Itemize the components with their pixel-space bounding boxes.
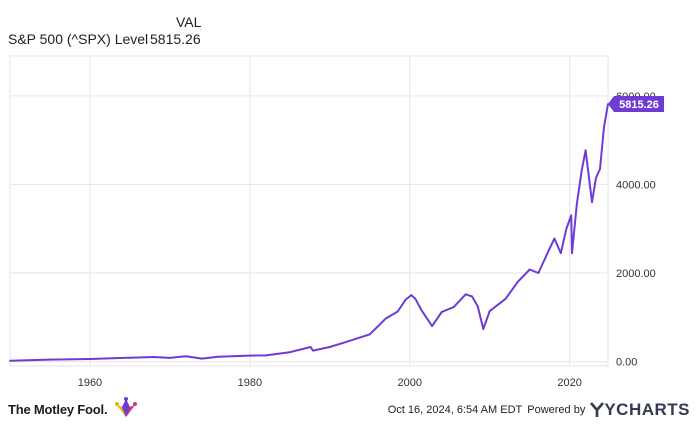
data-point [488, 310, 491, 312]
brand-text: The Motley Fool. [8, 401, 108, 417]
ycharts-logo[interactable]: YCHARTS [590, 400, 690, 420]
motley-fool-logo: The Motley Fool. [8, 396, 139, 422]
data-point [200, 357, 203, 360]
data-point [603, 125, 605, 128]
y-tick-label: 4000.00 [616, 179, 656, 191]
data-point [153, 356, 155, 358]
data-point [309, 346, 312, 348]
data-point [216, 355, 219, 358]
data-point [599, 168, 601, 170]
legend-series-value: 5815.26 [150, 31, 201, 47]
data-point [129, 356, 131, 359]
data-point [410, 294, 413, 297]
data-point [184, 355, 187, 358]
x-tick-label: 2020 [557, 377, 581, 389]
data-point [384, 317, 387, 320]
data-point [312, 349, 314, 352]
legend-row: S&P 500 (^SPX) Level 5815.26 [8, 31, 238, 47]
provider-text: YCHARTS [604, 400, 690, 419]
data-point [559, 252, 562, 254]
y-tick-label: 0.00 [616, 357, 637, 369]
data-point [404, 298, 407, 301]
data-point [570, 214, 573, 217]
y-tick-label: 2000.00 [616, 268, 656, 280]
data-point [571, 252, 573, 254]
legend-series-label: S&P 500 (^SPX) Level [8, 31, 149, 47]
data-point [368, 333, 371, 336]
x-tick-label: 1960 [78, 377, 102, 389]
data-point [452, 306, 455, 308]
data-point [565, 227, 568, 230]
data-point [528, 268, 531, 271]
data-point [89, 358, 91, 360]
data-point [591, 201, 593, 204]
data-point [584, 149, 587, 152]
data-point [516, 280, 519, 283]
data-point [431, 325, 434, 328]
data-point [575, 203, 578, 206]
powered-by-text: Powered by [527, 404, 586, 416]
plot-frame [9, 55, 609, 367]
data-point [553, 237, 556, 240]
data-point [440, 311, 443, 313]
timestamp: Oct 16, 2024, 6:54 AM EDT [387, 404, 523, 416]
data-point [476, 305, 479, 308]
data-point [396, 310, 399, 313]
data-point [504, 297, 507, 300]
data-point [496, 303, 499, 306]
data-point [482, 328, 485, 330]
data-point [420, 309, 423, 312]
data-point [414, 297, 417, 300]
data-point [344, 341, 347, 343]
last-value-label: 5815.26 [619, 99, 659, 111]
data-point [595, 176, 597, 179]
attribution: Oct 16, 2024, 6:54 AM EDT Powered by YCH… [388, 400, 690, 420]
jester-hat-icon [113, 396, 139, 422]
data-point [168, 356, 171, 359]
data-point [537, 272, 540, 274]
legend-column-header: VAL [176, 14, 202, 30]
data-point [548, 247, 551, 250]
data-point [264, 354, 267, 357]
x-tick-label: 1980 [238, 377, 262, 389]
data-point [288, 351, 291, 354]
series-line [9, 103, 609, 362]
data-point [328, 346, 331, 348]
data-point [471, 295, 473, 298]
ycharts-y-icon [590, 402, 605, 417]
data-point [464, 293, 467, 296]
data-point [9, 359, 11, 362]
data-point [49, 358, 51, 361]
x-tick-label: 2000 [397, 377, 421, 389]
data-point [248, 354, 251, 357]
last-value-tag [608, 96, 664, 113]
data-point [580, 170, 583, 173]
